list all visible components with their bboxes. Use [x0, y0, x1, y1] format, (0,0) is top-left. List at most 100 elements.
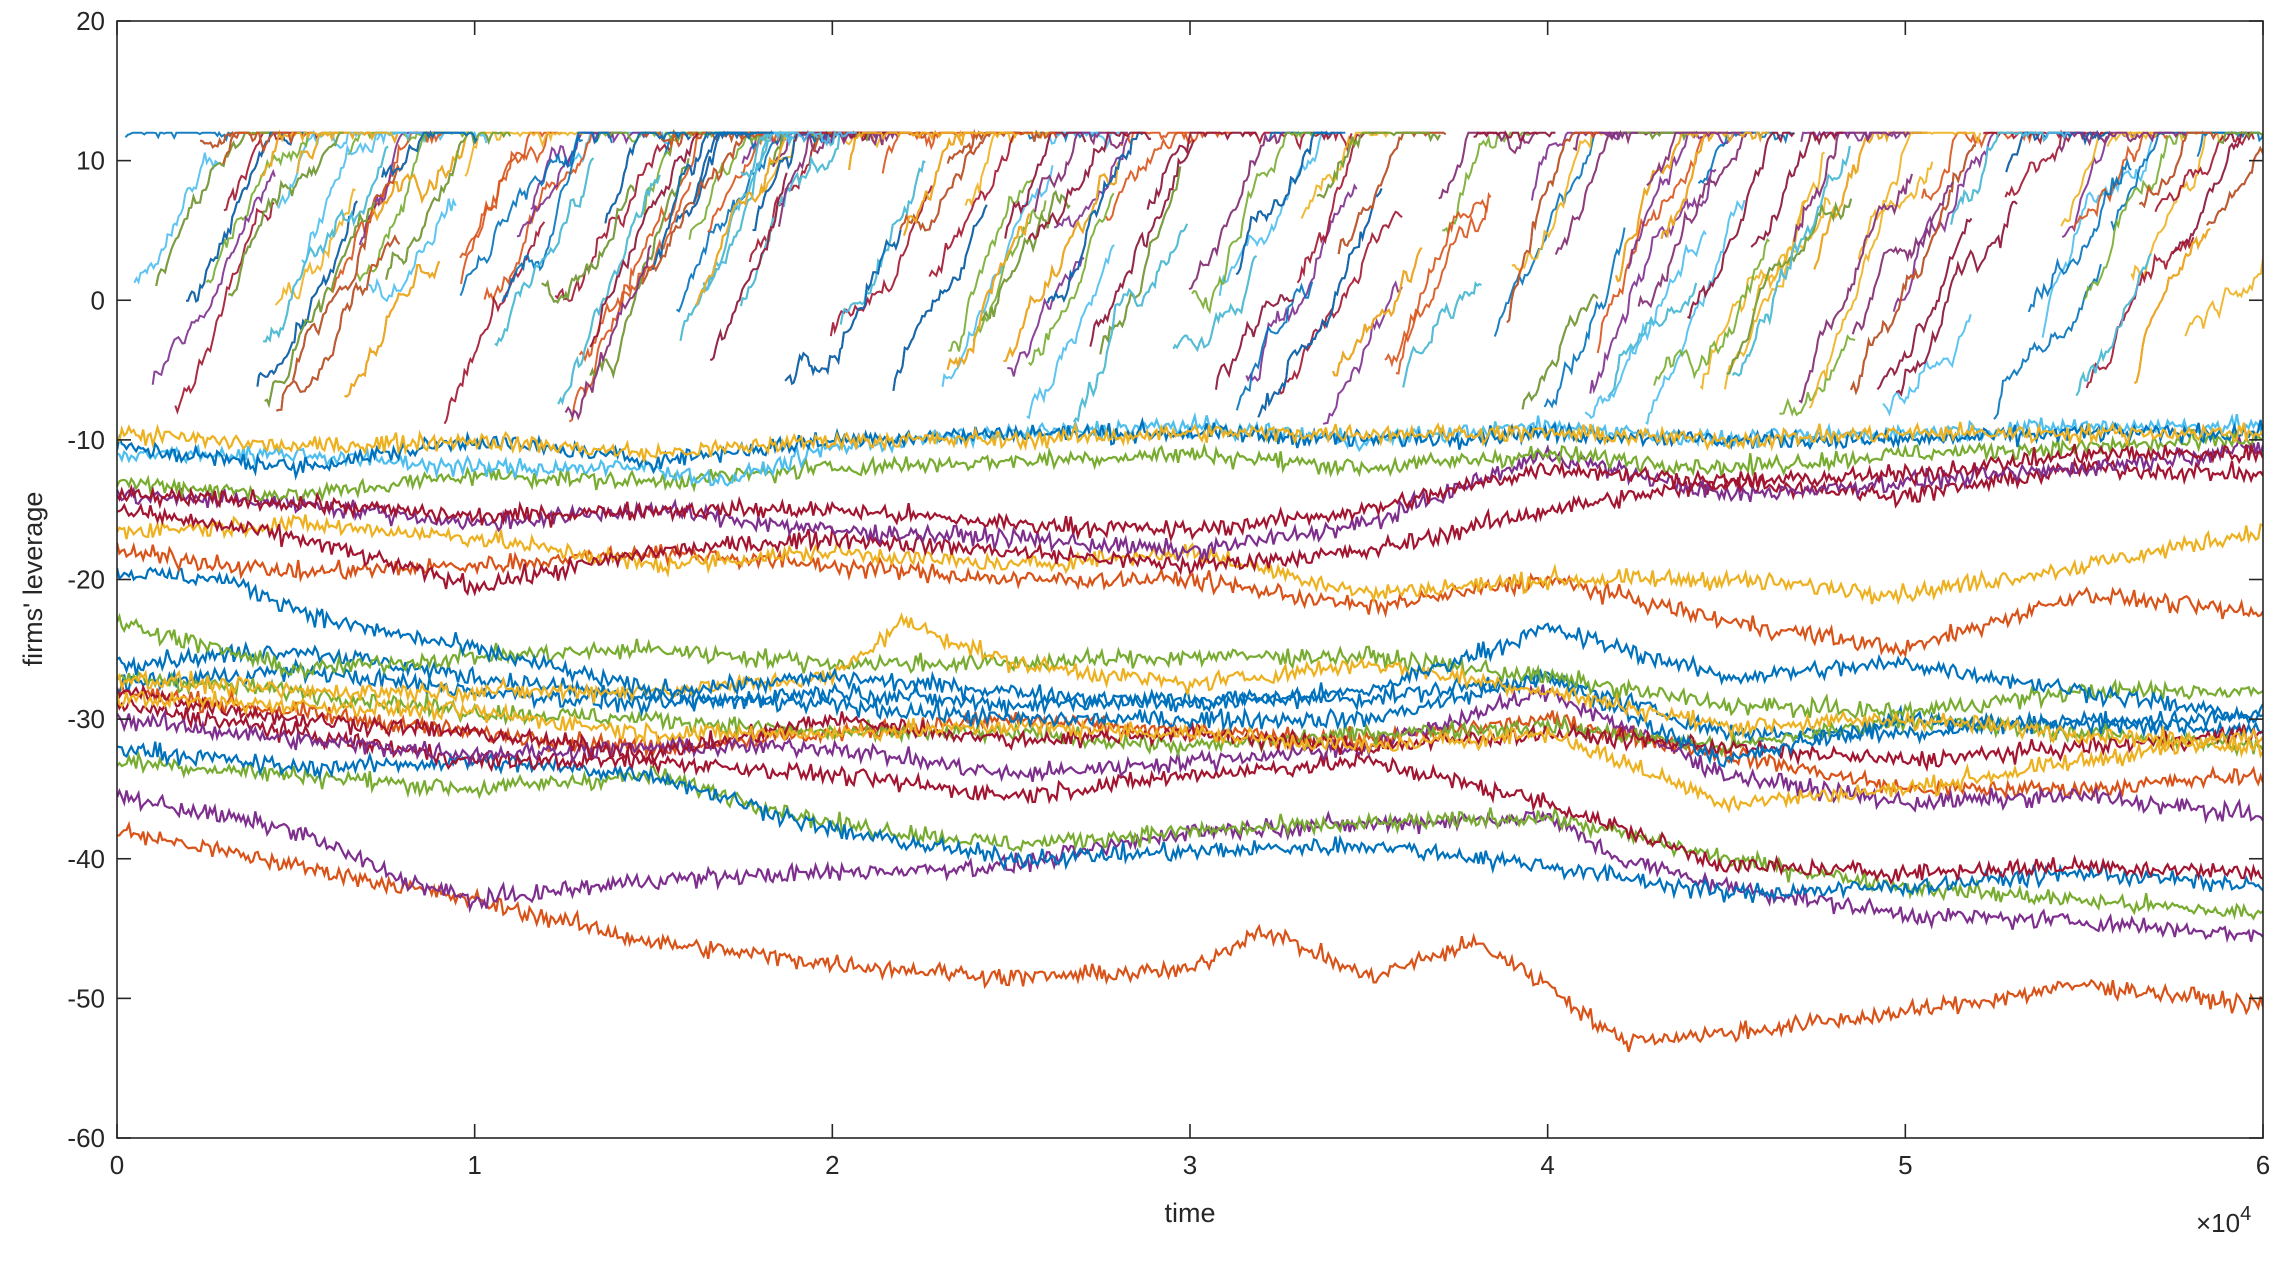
band-trajectory [928, 131, 1024, 278]
x-axis-label: time [1164, 1198, 1215, 1228]
band-trajectory [1895, 200, 2018, 397]
band-trajectory [1034, 131, 1128, 213]
band-trajectory [1921, 131, 2035, 202]
band-trajectory [1687, 131, 1795, 320]
band-trajectory [589, 132, 699, 348]
band-trajectory [589, 158, 690, 380]
band-trajectory [688, 130, 780, 240]
band-trajectory [174, 201, 275, 415]
y-axis-label: firms' leverage [18, 492, 48, 667]
band-trajectory [1808, 161, 1934, 409]
band-trajectory [228, 131, 344, 297]
band-trajectory [2133, 227, 2211, 384]
band-trajectory [1188, 131, 1285, 291]
y-tick-label: 10 [76, 146, 105, 176]
band-trajectory [133, 152, 219, 285]
band-trajectory [948, 179, 1034, 352]
series-line-18 [117, 434, 2263, 563]
band-trajectory [1278, 210, 1403, 395]
band-trajectory [2027, 157, 2132, 313]
x-exponent-label: ×104 [2196, 1203, 2251, 1238]
band-trajectory [2085, 236, 2195, 389]
x-tick-label: 1 [467, 1150, 481, 1180]
band-trajectory [1849, 144, 1977, 396]
band-trajectory [903, 131, 1017, 236]
band-trajectory [205, 132, 309, 284]
band-trajectory [274, 188, 356, 306]
x-tick-label: 3 [1183, 1150, 1197, 1180]
band-trajectory [1950, 130, 2071, 225]
x-tick-label: 6 [2256, 1150, 2270, 1180]
band-trajectory [1726, 198, 1853, 375]
band-trajectory [695, 136, 787, 306]
band-trajectory [2184, 253, 2263, 337]
series-line-9 [117, 683, 2263, 773]
x-tick-label: 0 [110, 1150, 124, 1180]
band-trajectory [784, 229, 902, 386]
band-trajectory [946, 213, 1031, 371]
band-trajectory [1779, 334, 1856, 417]
plot-area [117, 21, 2263, 1138]
band-trajectory [1882, 313, 1972, 417]
band-trajectory [459, 131, 563, 259]
band-trajectory [1653, 238, 1770, 386]
y-tick-label: -30 [67, 704, 105, 734]
band-trajectory [1172, 255, 1258, 353]
band-trajectory [1235, 131, 1330, 276]
band-trajectory [1300, 131, 1392, 219]
band-trajectory [1089, 139, 1195, 347]
band-trajectory [1215, 294, 1294, 390]
series-line-20 [117, 442, 2263, 543]
band-trajectory [1073, 223, 1189, 423]
band-trajectory [1054, 135, 1131, 229]
y-tick-label: -10 [67, 425, 105, 455]
x-tick-label: 5 [1898, 1150, 1912, 1180]
series-line-13 [117, 611, 2263, 759]
band-trajectory [980, 190, 1071, 322]
band-trajectory [1589, 168, 1717, 395]
band-trajectory [2154, 131, 2255, 213]
band-trajectory [2206, 145, 2263, 226]
band-trajectory [651, 130, 741, 270]
band-trajectory [124, 130, 234, 143]
tick-layer: 0 1 2 3 4 5 6 20 10 0 -10 -20 -30 -40 -50 -60 [67, 6, 2270, 1180]
band-trajectory [1793, 131, 1911, 243]
y-tick-label: -50 [67, 983, 105, 1013]
series-line-4 [117, 697, 2263, 886]
band-trajectory [568, 181, 692, 423]
band-trajectory [1750, 130, 1843, 248]
band-trajectory [1637, 131, 1754, 309]
band-trajectory [1543, 227, 1626, 409]
band-trajectory [1584, 229, 1707, 420]
series-line-22 [117, 416, 2263, 481]
band-trajectory [1235, 281, 1314, 411]
band-trajectory [1322, 280, 1403, 425]
band-trajectory [848, 130, 968, 170]
series-line-19 [117, 429, 2263, 503]
band-trajectory [494, 157, 595, 347]
band-trajectory [1506, 131, 1600, 324]
band-trajectory [1493, 131, 1604, 337]
band-trajectory [2130, 131, 2218, 282]
series-line-7 [117, 657, 2263, 745]
band-trajectory [1627, 130, 1747, 270]
band-trajectory [892, 204, 988, 392]
band-trajectory [1027, 131, 1152, 241]
series-line-0 [117, 820, 2263, 1053]
band-trajectory [1332, 247, 1423, 377]
series-line-16 [117, 513, 2263, 606]
band-trajectory [557, 174, 661, 406]
y-tick-label: 20 [76, 6, 105, 36]
band-trajectory [381, 130, 478, 179]
y-tick-label: 0 [91, 285, 105, 315]
band-trajectory [2058, 130, 2188, 154]
band-trajectory [256, 200, 358, 387]
band-trajectory [972, 200, 1047, 342]
band-trajectory [501, 131, 613, 303]
series-line-12 [117, 612, 2263, 723]
band-trajectory [296, 130, 399, 174]
band-trajectory [151, 168, 276, 385]
band-trajectory [1046, 131, 1144, 304]
band-trajectory [2138, 131, 2218, 209]
band-trajectory [385, 131, 512, 280]
